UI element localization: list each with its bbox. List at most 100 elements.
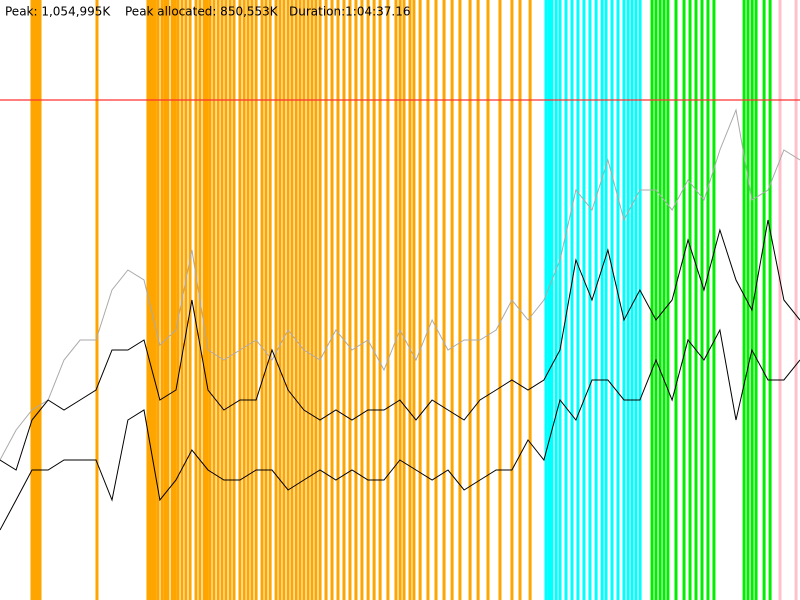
event-band — [330, 0, 334, 600]
event-band — [654, 0, 658, 600]
event-band — [402, 0, 406, 600]
event-band — [394, 0, 398, 600]
event-band — [547, 0, 551, 600]
event-band — [486, 0, 490, 600]
peak-label: Peak: 1,054,995K — [5, 5, 111, 19]
event-band — [378, 0, 382, 600]
event-band — [354, 0, 358, 600]
event-band — [348, 0, 352, 600]
event-band — [36, 0, 40, 600]
event-band — [160, 0, 164, 600]
event-band — [418, 0, 422, 600]
event-band — [634, 0, 638, 600]
event-band — [324, 0, 328, 600]
event-band — [600, 0, 604, 600]
event-band — [746, 0, 750, 600]
event-band — [32, 0, 36, 600]
event-band — [250, 0, 254, 600]
event-band — [554, 0, 558, 600]
event-band — [588, 0, 592, 600]
event-band — [205, 0, 209, 600]
event-band — [582, 0, 586, 600]
event-band — [268, 0, 272, 600]
event-band — [398, 0, 402, 600]
event-band — [153, 0, 157, 600]
memory-line — [0, 328, 800, 531]
event-band — [754, 0, 758, 600]
event-band — [658, 0, 662, 600]
event-band — [638, 0, 642, 600]
event-band — [176, 0, 180, 600]
event-band — [208, 0, 212, 600]
event-band — [630, 0, 634, 600]
event-band — [194, 0, 198, 600]
event-band — [558, 0, 562, 600]
event-band — [188, 0, 192, 600]
event-band — [762, 0, 766, 600]
event-band — [706, 0, 710, 600]
event-band — [750, 0, 754, 600]
event-band — [156, 0, 160, 600]
event-band — [426, 0, 430, 600]
event-band — [650, 0, 654, 600]
event-band — [682, 0, 686, 600]
event-band — [264, 0, 268, 600]
event-band — [372, 0, 376, 600]
event-band — [95, 0, 99, 600]
event-band — [778, 0, 782, 600]
event-band — [30, 0, 34, 600]
event-band — [232, 0, 236, 600]
event-band — [220, 0, 224, 600]
event-band — [216, 0, 220, 600]
event-band — [674, 0, 678, 600]
event-band — [360, 0, 364, 600]
event-band — [246, 0, 250, 600]
peak-allocated-label: Peak allocated: 850,553K — [125, 5, 279, 19]
event-band — [622, 0, 626, 600]
event-band — [476, 0, 480, 600]
event-band — [594, 0, 598, 600]
event-band — [434, 0, 438, 600]
event-band — [212, 0, 216, 600]
event-band — [274, 0, 278, 600]
event-band — [202, 0, 206, 600]
event-band — [518, 0, 522, 600]
event-band — [544, 0, 548, 600]
event-band — [294, 0, 298, 600]
event-band — [570, 0, 574, 600]
event-band — [712, 0, 716, 600]
event-band — [150, 0, 154, 600]
event-band — [314, 0, 318, 600]
event-band — [550, 0, 554, 600]
event-band — [626, 0, 630, 600]
event-band — [458, 0, 462, 600]
event-band — [610, 0, 614, 600]
memory-line — [0, 219, 800, 471]
event-band — [224, 0, 228, 600]
event-band — [286, 0, 290, 600]
event-band — [306, 0, 310, 600]
lines — [0, 99, 800, 531]
event-band — [662, 0, 666, 600]
event-band — [163, 0, 167, 600]
event-band — [290, 0, 294, 600]
event-band — [278, 0, 282, 600]
event-band — [173, 0, 177, 600]
event-band — [238, 0, 242, 600]
event-band — [694, 0, 698, 600]
memory-line — [0, 108, 800, 461]
event-band — [228, 0, 232, 600]
event-band — [616, 0, 620, 600]
event-band — [298, 0, 302, 600]
event-band — [166, 0, 170, 600]
event-band — [468, 0, 472, 600]
event-band — [564, 0, 568, 600]
event-band — [310, 0, 314, 600]
event-band — [254, 0, 258, 600]
event-band — [148, 0, 152, 600]
event-band — [302, 0, 306, 600]
event-band — [498, 0, 502, 600]
event-band — [342, 0, 346, 600]
